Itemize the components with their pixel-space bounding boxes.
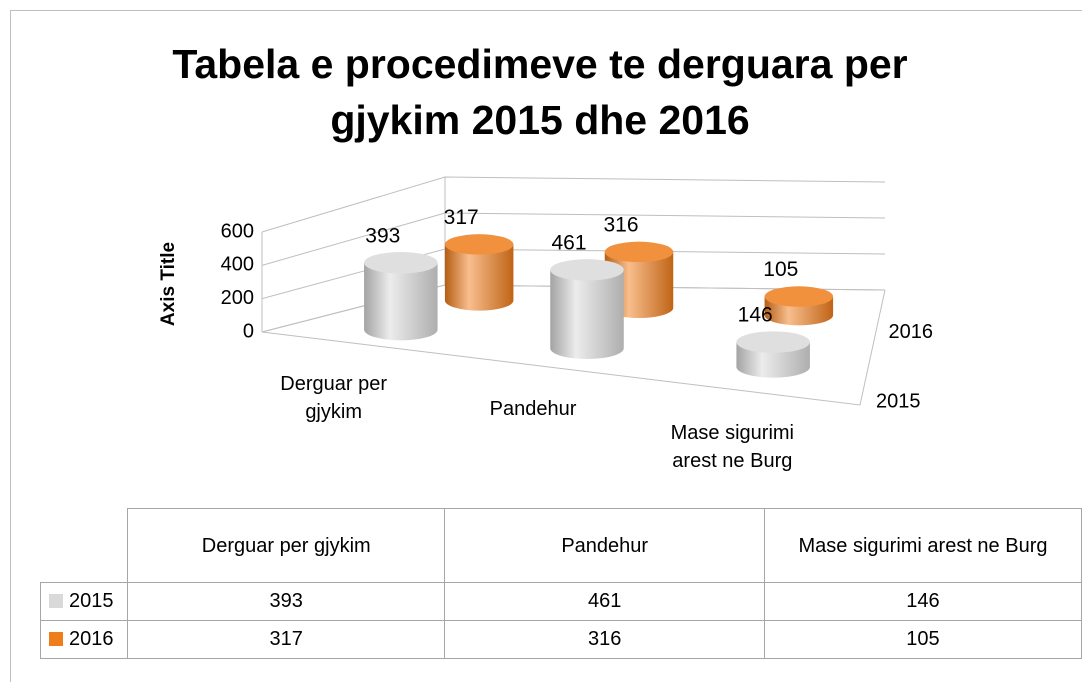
- y-tick-label: 600: [221, 220, 254, 242]
- cylinder: 393: [364, 224, 438, 341]
- bar-top: [550, 259, 624, 281]
- frame: [10, 10, 1082, 682]
- plot: 0 200 400 600 317 316 105 2016 393 461 146 2015: [221, 176, 934, 413]
- cylinder: 105: [763, 258, 834, 326]
- table-value: 393: [126, 582, 446, 621]
- bar: [364, 262, 438, 341]
- chart-title: Tabela e procedimeve te derguara per gjy…: [172, 41, 908, 143]
- legend-key: [49, 594, 63, 608]
- data-table: Derguar per gjykim Pandehur Mase sigurimi …: [40, 508, 1082, 659]
- y-tick-label: 200: [221, 287, 254, 309]
- legend-cell: 2015: [40, 582, 128, 621]
- floor-outline: [261, 289, 886, 406]
- table-header: Derguar per gjykim: [126, 508, 446, 583]
- legend-label: 2015: [69, 590, 114, 612]
- data-label: 105: [763, 258, 798, 281]
- x-tick-label: Derguar per gjykim: [280, 373, 388, 424]
- cylinder: 317: [444, 206, 514, 311]
- depth-label: 2015: [876, 391, 921, 413]
- table-row: 2015 393 461 146: [40, 582, 1082, 621]
- y-tick-label: 0: [243, 320, 254, 342]
- cylinder: 146: [736, 304, 810, 378]
- table-value: 316: [444, 620, 765, 659]
- legend-key: [49, 632, 63, 646]
- legend-cell: 2016: [40, 620, 128, 659]
- bar-top: [764, 286, 834, 307]
- table-value: 461: [444, 582, 765, 621]
- data-label: 461: [551, 231, 586, 254]
- table-value: 105: [763, 620, 1082, 659]
- table-header: Pandehur: [444, 508, 765, 583]
- table-value: 317: [126, 620, 446, 659]
- table-corner: [40, 508, 128, 583]
- bar-top: [364, 252, 438, 274]
- table-header-row: Derguar per gjykim Pandehur Mase sigurimi …: [40, 508, 1082, 583]
- data-label: 317: [444, 206, 479, 229]
- bar: [550, 269, 624, 359]
- table-value: 146: [763, 582, 1082, 621]
- table-row: 2016 317 316 105: [40, 620, 1082, 659]
- y-tick-label: 400: [221, 254, 254, 276]
- bar-top: [444, 234, 514, 255]
- x-tick-label: Mase sigurimi arest ne Burg: [670, 421, 794, 472]
- table-header: Mase sigurimi arest ne Burg: [763, 508, 1082, 583]
- bar-top: [604, 241, 674, 263]
- legend-label: 2016: [69, 628, 114, 650]
- data-label: 393: [365, 224, 400, 247]
- y-axis-title: Axis Title: [158, 241, 179, 327]
- data-label: 316: [603, 213, 638, 236]
- bar-top: [736, 331, 810, 353]
- grid-line: [261, 176, 886, 233]
- bar: [444, 244, 514, 311]
- cylinder: 461: [550, 231, 624, 359]
- x-tick-label: Pandehur: [489, 397, 577, 420]
- depth-label: 2016: [889, 321, 934, 343]
- data-label: 146: [738, 304, 773, 327]
